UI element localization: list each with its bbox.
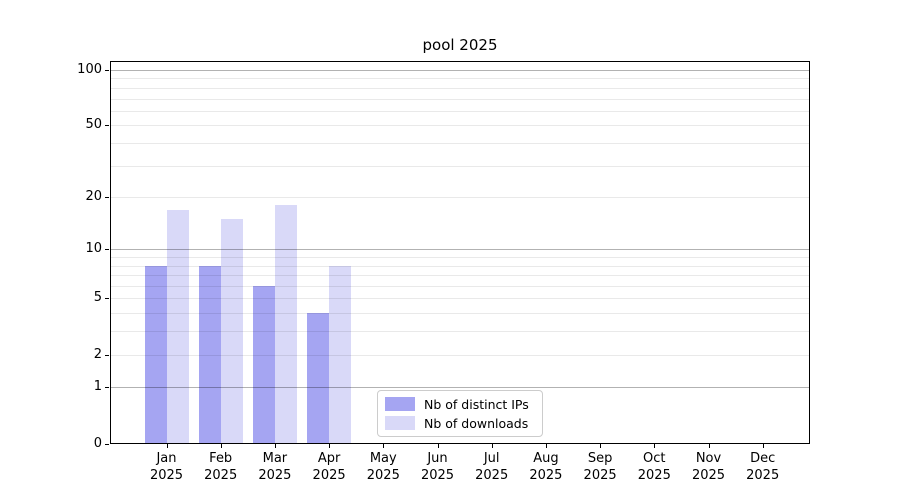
y-tick-label-50: 50 [85,117,102,132]
x-tick-label-dec: Dec 2025 [746,451,780,483]
y-tick-label-2: 2 [93,347,102,362]
y-tick-0 [105,444,109,445]
x-tick-jun [437,444,439,448]
y-tick-100 [105,70,109,71]
bar-nb-of-downloads-jan [166,209,189,444]
bar-nb-of-downloads-feb [220,219,243,444]
y-gridline-1 [110,387,810,388]
y-gridline-30 [110,166,810,167]
x-tick-label-mar: Mar 2025 [258,451,292,483]
y-gridline-4 [110,313,810,314]
x-tick-apr [329,444,331,448]
x-tick-nov [708,444,710,448]
y-tick-label-100: 100 [77,62,102,77]
y-tick-2 [105,355,109,356]
y-gridline-5 [110,298,810,299]
x-tick-jan [166,444,168,448]
y-tick-label-10: 10 [85,241,102,256]
y-gridline-80 [110,88,810,89]
x-tick-sep [600,444,602,448]
bar-nb-of-distinct-ips-feb [198,265,221,444]
x-tick-oct [654,444,656,448]
y-gridline-2 [110,355,810,356]
y-gridline-3 [110,331,810,332]
y-tick-10 [105,249,109,250]
x-tick-dec [762,444,764,448]
legend-label-distinct-ips: Nb of distinct IPs [424,396,529,412]
bar-nb-of-downloads-apr [329,265,352,444]
x-tick-jul [491,444,493,448]
y-gridline-10 [110,249,810,250]
y-tick-label-0: 0 [93,436,102,451]
y-gridline-70 [110,99,810,100]
y-tick-label-5: 5 [93,290,102,305]
x-tick-label-oct: Oct 2025 [637,451,671,483]
x-tick-aug [545,444,547,448]
y-gridline-7 [110,275,810,276]
y-gridline-6 [110,286,810,287]
x-tick-label-aug: Aug 2025 [529,451,563,483]
bar-nb-of-distinct-ips-apr [307,313,330,444]
y-tick-1 [105,387,109,388]
legend: Nb of distinct IPs Nb of downloads [377,390,543,437]
legend-swatch-downloads [385,416,415,430]
x-tick-label-sep: Sep 2025 [583,451,617,483]
x-tick-label-jul: Jul 2025 [475,451,509,483]
chart-title: pool 2025 [422,36,498,54]
y-tick-label-1: 1 [93,379,102,394]
y-tick-20 [105,197,109,198]
y-gridline-9 [110,257,810,258]
legend-item-downloads: Nb of downloads [385,416,535,431]
y-gridline-40 [110,143,810,144]
legend-item-distinct-ips: Nb of distinct IPs [385,397,535,412]
bar-nb-of-downloads-mar [274,205,297,444]
y-tick-50 [105,125,109,126]
legend-label-downloads: Nb of downloads [424,415,529,431]
y-gridline-50 [110,125,810,126]
bar-nb-of-distinct-ips-mar [252,286,275,444]
x-tick-feb [220,444,222,448]
x-tick-mar [274,444,276,448]
y-gridline-60 [110,111,810,112]
legend-swatch-distinct-ips [385,397,415,411]
y-gridline-20 [110,197,810,198]
y-gridline-90 [110,78,810,79]
y-tick-label-20: 20 [85,189,102,204]
x-tick-label-jun: Jun 2025 [420,451,455,483]
bar-nb-of-distinct-ips-jan [144,265,167,444]
y-tick-5 [105,298,109,299]
x-tick-label-jan: Jan 2025 [149,451,184,483]
x-tick-label-may: May 2025 [366,451,400,483]
x-tick-label-apr: Apr 2025 [312,451,346,483]
x-tick-may [383,444,385,448]
y-gridline-8 [110,266,810,267]
x-tick-label-feb: Feb 2025 [204,451,238,483]
x-tick-label-nov: Nov 2025 [691,451,726,483]
y-gridline-100 [110,70,810,71]
